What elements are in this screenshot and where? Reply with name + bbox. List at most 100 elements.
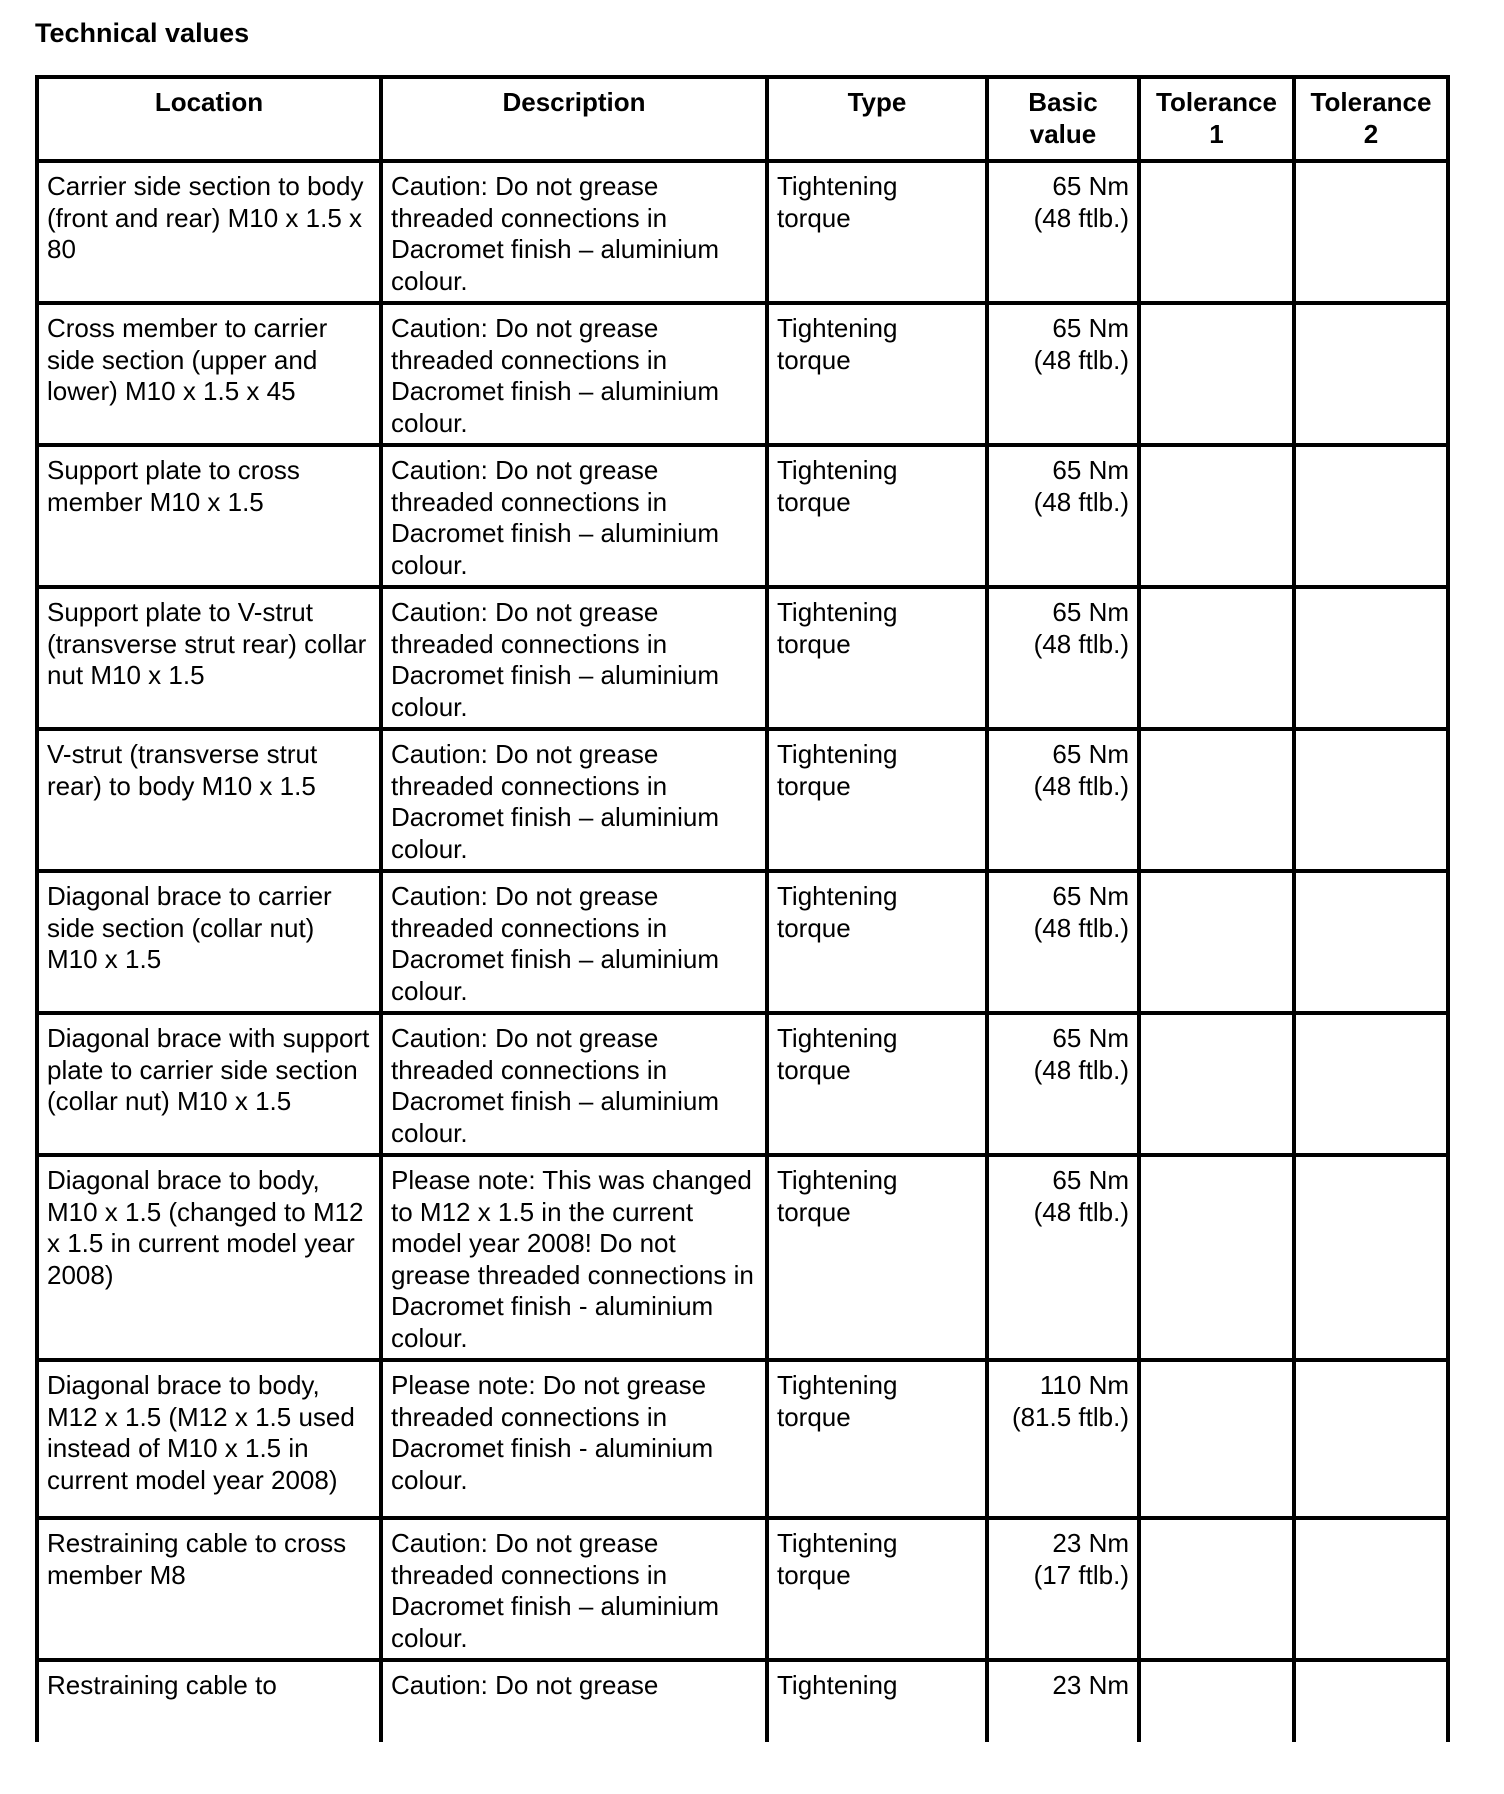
- basic-value-cell: 65 Nm (48 ftlb.): [985, 869, 1141, 1015]
- value-metric: 110 Nm: [1039, 1370, 1129, 1400]
- location-cell: V-strut (transverse strut rear) to body …: [35, 727, 383, 873]
- tolerance-1-cell: [1137, 159, 1296, 305]
- description-cell: Caution: Do not grease threaded connecti…: [379, 1011, 769, 1157]
- type-cell: Tightening torque: [765, 869, 989, 1015]
- tolerance-2-cell: [1292, 159, 1450, 305]
- type-cell: Tightening: [765, 1658, 989, 1742]
- tolerance-1-cell: [1137, 1516, 1296, 1662]
- basic-value-cell: 23 Nm (17 ftlb.): [985, 1516, 1141, 1662]
- location-cell: Diagonal brace to body, M12 x 1.5 (M12 x…: [35, 1358, 383, 1520]
- table-row: Diagonal brace to body, M10 x 1.5 (chang…: [35, 1153, 1450, 1362]
- type-cell: Tightening torque: [765, 1516, 989, 1662]
- table-header-row: Location Description Type Basic value To…: [35, 75, 1450, 163]
- value-imperial: (48 ftlb.): [1033, 344, 1129, 375]
- description-cell: Caution: Do not grease: [379, 1658, 769, 1742]
- location-cell: Support plate to cross member M10 x 1.5: [35, 443, 383, 589]
- table-row: Support plate to V-strut (transverse str…: [35, 585, 1450, 731]
- table-row: Carrier side section to body (front and …: [35, 159, 1450, 305]
- tolerance-1-cell: [1137, 1358, 1296, 1520]
- tolerance-1-cell: [1137, 727, 1296, 873]
- type-cell: Tightening torque: [765, 1358, 989, 1520]
- tolerance-2-cell: [1292, 1011, 1450, 1157]
- table-row: Cross member to carrier side section (up…: [35, 301, 1450, 447]
- tolerance-2-cell: [1292, 301, 1450, 447]
- description-cell: Caution: Do not grease threaded connecti…: [379, 1516, 769, 1662]
- tolerance-2-cell: [1292, 869, 1450, 1015]
- table-row: Diagonal brace with support plate to car…: [35, 1011, 1450, 1157]
- basic-value-cell: 65 Nm (48 ftlb.): [985, 727, 1141, 873]
- description-cell: Caution: Do not grease threaded connecti…: [379, 727, 769, 873]
- tolerance-1-cell: [1137, 443, 1296, 589]
- value-imperial: (48 ftlb.): [1033, 770, 1129, 801]
- type-cell: Tightening torque: [765, 1011, 989, 1157]
- section-title: Technical values: [35, 18, 250, 48]
- location-cell: Carrier side section to body (front and …: [35, 159, 383, 305]
- table-row: Restraining cable to cross member M8 Caut…: [35, 1516, 1450, 1662]
- value-metric: 65 Nm: [1052, 881, 1129, 911]
- tolerance-2-cell: [1292, 1358, 1450, 1520]
- tolerance-1-cell: [1137, 585, 1296, 731]
- description-cell: Please note: This was changed to M12 x 1…: [379, 1153, 769, 1362]
- column-header-type: Type: [765, 75, 989, 163]
- value-metric: 23 Nm: [1052, 1528, 1129, 1558]
- value-imperial: (48 ftlb.): [1033, 202, 1129, 233]
- description-cell: Caution: Do not grease threaded connecti…: [379, 301, 769, 447]
- type-cell: Tightening torque: [765, 727, 989, 873]
- location-cell: Cross member to carrier side section (up…: [35, 301, 383, 447]
- value-metric: 65 Nm: [1052, 597, 1129, 627]
- tolerance-2-cell: [1292, 727, 1450, 873]
- value-metric: 65 Nm: [1052, 1023, 1129, 1053]
- description-cell: Caution: Do not grease threaded connecti…: [379, 159, 769, 305]
- tolerance-1-cell: [1137, 301, 1296, 447]
- table-row: Diagonal brace to body, M12 x 1.5 (M12 x…: [35, 1358, 1450, 1520]
- table-row: Diagonal brace to carrier side section (…: [35, 869, 1450, 1015]
- column-header-tolerance-1: Tolerance 1: [1137, 75, 1296, 163]
- value-metric: 65 Nm: [1052, 313, 1129, 343]
- tolerance-1-cell: [1137, 1011, 1296, 1157]
- tolerance-2-cell: [1292, 1153, 1450, 1362]
- value-imperial: (81.5 ftlb.): [1011, 1401, 1129, 1432]
- tolerance-2-cell: [1292, 585, 1450, 731]
- location-cell: Restraining cable to cross member M8: [35, 1516, 383, 1662]
- basic-value-cell: 65 Nm (48 ftlb.): [985, 159, 1141, 305]
- table-row: Support plate to cross member M10 x 1.5 C…: [35, 443, 1450, 589]
- value-imperial: (48 ftlb.): [1033, 1196, 1129, 1227]
- location-cell: Diagonal brace with support plate to car…: [35, 1011, 383, 1157]
- basic-value-cell: 65 Nm (48 ftlb.): [985, 1011, 1141, 1157]
- table-row: Restraining cable to Caution: Do not grea…: [35, 1658, 1450, 1742]
- description-cell: Caution: Do not grease threaded connecti…: [379, 869, 769, 1015]
- tolerance-1-cell: [1137, 869, 1296, 1015]
- basic-value-cell: 65 Nm (48 ftlb.): [985, 443, 1141, 589]
- technical-values-table: Location Description Type Basic value To…: [35, 75, 1450, 1742]
- column-header-tolerance-2: Tolerance 2: [1292, 75, 1450, 163]
- type-cell: Tightening torque: [765, 159, 989, 305]
- tolerance-2-cell: [1292, 1516, 1450, 1662]
- value-imperial: (48 ftlb.): [1033, 486, 1129, 517]
- column-header-description: Description: [379, 75, 769, 163]
- location-cell: Support plate to V-strut (transverse str…: [35, 585, 383, 731]
- value-imperial: (48 ftlb.): [1033, 628, 1129, 659]
- value-metric: 65 Nm: [1052, 455, 1129, 485]
- location-cell: Restraining cable to: [35, 1658, 383, 1742]
- basic-value-cell: 65 Nm (48 ftlb.): [985, 301, 1141, 447]
- value-metric: 65 Nm: [1052, 171, 1129, 201]
- column-header-basic-value: Basic value: [985, 75, 1141, 163]
- value-metric: 23 Nm: [1052, 1670, 1129, 1700]
- table-row: V-strut (transverse strut rear) to body …: [35, 727, 1450, 873]
- basic-value-cell: 23 Nm: [985, 1658, 1141, 1742]
- description-cell: Caution: Do not grease threaded connecti…: [379, 585, 769, 731]
- type-cell: Tightening torque: [765, 1153, 989, 1362]
- basic-value-cell: 65 Nm (48 ftlb.): [985, 585, 1141, 731]
- value-imperial: (48 ftlb.): [1033, 912, 1129, 943]
- tolerance-1-cell: [1137, 1658, 1296, 1742]
- type-cell: Tightening torque: [765, 301, 989, 447]
- tolerance-1-cell: [1137, 1153, 1296, 1362]
- value-imperial: (17 ftlb.): [1033, 1559, 1129, 1590]
- description-cell: Please note: Do not grease threaded conn…: [379, 1358, 769, 1520]
- description-cell: Caution: Do not grease threaded connecti…: [379, 443, 769, 589]
- location-cell: Diagonal brace to body, M10 x 1.5 (chang…: [35, 1153, 383, 1362]
- value-metric: 65 Nm: [1052, 739, 1129, 769]
- basic-value-cell: 110 Nm (81.5 ftlb.): [985, 1358, 1141, 1520]
- type-cell: Tightening torque: [765, 585, 989, 731]
- tolerance-2-cell: [1292, 443, 1450, 589]
